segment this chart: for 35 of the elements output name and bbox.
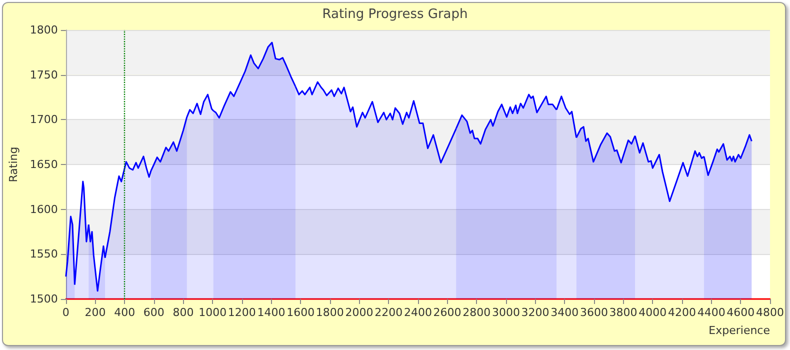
x-tick-label: 3000: [492, 306, 520, 319]
x-tick-label: 4800: [756, 306, 784, 319]
y-axis-title: Rating: [7, 146, 20, 182]
x-tick-label: 3600: [580, 306, 608, 319]
x-tick-label: 2000: [345, 306, 374, 319]
x-tick-label: 2200: [374, 306, 403, 319]
x-tick-label: 4000: [638, 306, 667, 319]
x-tick-label: 4200: [668, 306, 696, 319]
x-tick-label: 600: [143, 306, 164, 319]
x-tick-label: 4600: [726, 306, 755, 319]
y-tick-label: 1650: [30, 158, 58, 171]
x-tick-label: 3800: [609, 306, 638, 319]
x-tick-label: 1600: [286, 306, 315, 319]
chart-title: Rating Progress Graph: [322, 7, 468, 22]
x-tick-label: 800: [172, 306, 194, 319]
y-tick-label: 1550: [30, 248, 58, 261]
x-tick-label: 1400: [257, 306, 286, 319]
x-tick-label: 2600: [433, 306, 462, 319]
x-tick-label: 1200: [228, 306, 256, 319]
y-tick-label: 1700: [30, 113, 58, 126]
y-tick-label: 1750: [30, 68, 58, 82]
y-tick-label: 1800: [30, 24, 58, 36]
x-tick-label: 2400: [404, 306, 432, 319]
x-tick-label: 3200: [521, 306, 550, 319]
x-tick-label: 1800: [316, 306, 344, 319]
x-tick-label: 0: [62, 306, 70, 319]
x-tick-label: 400: [114, 306, 136, 319]
x-axis-title: Experience: [708, 324, 770, 337]
x-tick-label: 200: [84, 306, 106, 319]
x-tick-label: 2800: [462, 306, 491, 319]
x-tick-label: 3400: [550, 306, 579, 319]
y-tick-label: 1500: [30, 292, 58, 306]
x-tick-label: 4400: [697, 306, 726, 319]
x-tick-label: 1000: [198, 306, 227, 319]
y-tick-label: 1600: [30, 202, 58, 216]
